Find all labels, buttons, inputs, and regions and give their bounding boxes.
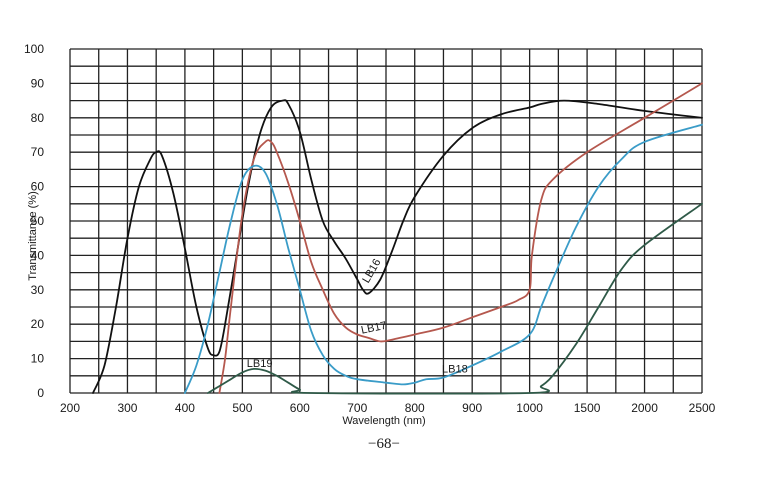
- y-tick-label: 70: [31, 145, 45, 159]
- x-tick-label: 2000: [631, 401, 658, 415]
- x-tick-label: 400: [175, 401, 195, 415]
- y-tick-label: 60: [31, 180, 45, 194]
- curves: [92, 82, 703, 395]
- x-tick-label: 700: [347, 401, 367, 415]
- y-tick-label: 10: [31, 352, 45, 366]
- curve-lb18: [184, 123, 703, 394]
- x-tick-label: 900: [462, 401, 482, 415]
- page-number: −68−: [368, 436, 400, 452]
- y-tick-label: 80: [31, 111, 45, 125]
- x-tick-label: 300: [117, 401, 137, 415]
- x-tick-label: 1500: [574, 401, 601, 415]
- x-tick-label: 600: [290, 401, 310, 415]
- x-tick-label: 800: [405, 401, 425, 415]
- curve-lb16: [92, 99, 703, 394]
- x-axis-label: Wavelength (nm): [342, 415, 425, 427]
- y-tick-label: 20: [31, 317, 45, 331]
- y-axis-label: Transmittance (%): [27, 191, 39, 280]
- y-tick-label: 0: [37, 386, 44, 400]
- y-tick-label: 90: [31, 76, 45, 90]
- curve-label-lb17: LB17: [360, 320, 388, 337]
- y-tick-label: 40: [31, 248, 45, 262]
- curve-label-lb18: LB18: [442, 363, 468, 375]
- curve-lb17: [218, 82, 703, 394]
- y-tick-label: 30: [31, 283, 45, 297]
- x-tick-label: 500: [232, 401, 252, 415]
- curve-label-lb19: LB19: [247, 358, 273, 370]
- x-tick-label: 1000: [516, 401, 543, 415]
- x-tick-labels: 200 300 400 500 600 700 800 900 1000 1500 2000 2500: [60, 401, 716, 415]
- y-tick-label: 100: [24, 42, 44, 56]
- x-tick-label: 2500: [689, 401, 716, 415]
- y-tick-labels: 0 10 20 30 40 50 60 70 80 90 100: [24, 42, 44, 400]
- curve-lb19: [207, 202, 703, 395]
- x-tick-label: 200: [60, 401, 80, 415]
- y-tick-label: 50: [31, 214, 45, 228]
